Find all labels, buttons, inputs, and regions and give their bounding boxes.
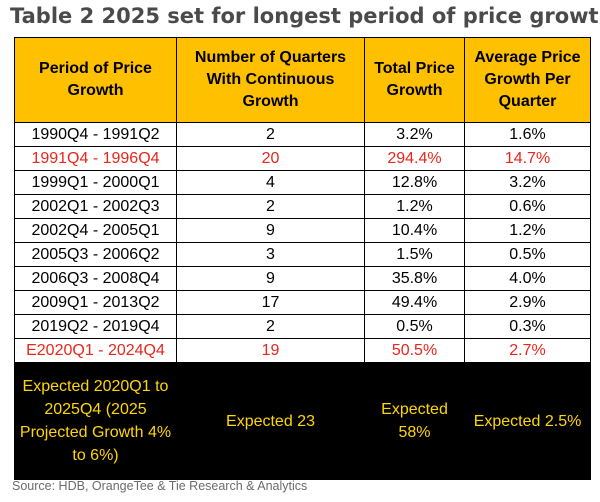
cell-quarters: 4 [176,170,365,195]
cell-total-growth: 1.2% [364,194,465,219]
cell-average-growth: 14.7% [464,146,591,171]
cell-average-growth: 0.5% [464,242,591,267]
price-growth-table: Period of Price Growth Number of Quarter… [14,37,591,480]
table-row: 2002Q4 - 2005Q1 9 10.4% 1.2% [14,218,591,243]
expected-average-growth: Expected 2.5% [464,362,591,480]
header-period: Period of Price Growth [14,37,177,123]
cell-period: 2019Q2 - 2019Q4 [14,314,177,339]
cell-average-growth: 0.6% [464,194,591,219]
header-average-growth: Average Price Growth Per Quarter [464,37,591,123]
cell-total-growth: 10.4% [364,218,465,243]
table-row: 2009Q1 - 2013Q2 17 49.4% 2.9% [14,290,591,315]
cell-quarters: 20 [176,146,365,171]
table-row: 2006Q3 - 2008Q4 9 35.8% 4.0% [14,266,591,291]
cell-total-growth: 35.8% [364,266,465,291]
cell-period: 1990Q4 - 1991Q2 [14,122,177,147]
cell-quarters: 2 [176,122,365,147]
table-row: 1999Q1 - 2000Q1 4 12.8% 3.2% [14,170,591,195]
cell-quarters: 17 [176,290,365,315]
cell-quarters: 3 [176,242,365,267]
cell-average-growth: 3.2% [464,170,591,195]
cell-total-growth: 294.4% [364,146,465,171]
cell-quarters: 2 [176,194,365,219]
cell-quarters: 19 [176,338,365,363]
cell-period: 2009Q1 - 2013Q2 [14,290,177,315]
cell-total-growth: 0.5% [364,314,465,339]
cell-total-growth: 3.2% [364,122,465,147]
cell-total-growth: 49.4% [364,290,465,315]
table-header-row: Period of Price Growth Number of Quarter… [14,37,591,123]
cell-quarters: 9 [176,218,365,243]
cell-period: E2020Q1 - 2024Q4 [14,338,177,363]
table-row: 1991Q4 - 1996Q4 20 294.4% 14.7% [14,146,591,171]
expected-total-growth: Expected 58% [364,362,465,480]
table-row: E2020Q1 - 2024Q4 19 50.5% 2.7% [14,338,591,363]
table-row: 2019Q2 - 2019Q4 2 0.5% 0.3% [14,314,591,339]
source-note: Source: HDB, OrangeTee & Tie Research & … [12,479,308,493]
cell-period: 2002Q1 - 2002Q3 [14,194,177,219]
header-quarters: Number of Quarters With Continuous Growt… [176,37,365,123]
cell-period: 1991Q4 - 1996Q4 [14,146,177,171]
expected-row: Expected 2020Q1 to 2025Q4 (2025 Projecte… [14,362,591,480]
table-row: 2005Q3 - 2006Q2 3 1.5% 0.5% [14,242,591,267]
expected-quarters: Expected 23 [176,362,365,480]
cell-period: 1999Q1 - 2000Q1 [14,170,177,195]
cell-total-growth: 50.5% [364,338,465,363]
cell-period: 2005Q3 - 2006Q2 [14,242,177,267]
cell-average-growth: 2.9% [464,290,591,315]
cell-average-growth: 1.6% [464,122,591,147]
table-row: 1990Q4 - 1991Q2 2 3.2% 1.6% [14,122,591,147]
cell-average-growth: 1.2% [464,218,591,243]
header-total-growth: Total Price Growth [364,37,465,123]
cell-total-growth: 12.8% [364,170,465,195]
cell-period: 2002Q4 - 2005Q1 [14,218,177,243]
cell-average-growth: 0.3% [464,314,591,339]
cell-period: 2006Q3 - 2008Q4 [14,266,177,291]
cell-total-growth: 1.5% [364,242,465,267]
cell-average-growth: 4.0% [464,266,591,291]
table-row: 2002Q1 - 2002Q3 2 1.2% 0.6% [14,194,591,219]
expected-period: Expected 2020Q1 to 2025Q4 (2025 Projecte… [14,362,177,480]
cell-quarters: 9 [176,266,365,291]
cell-average-growth: 2.7% [464,338,591,363]
cell-quarters: 2 [176,314,365,339]
table-title: Table 2 2025 set for longest period of p… [10,4,600,28]
